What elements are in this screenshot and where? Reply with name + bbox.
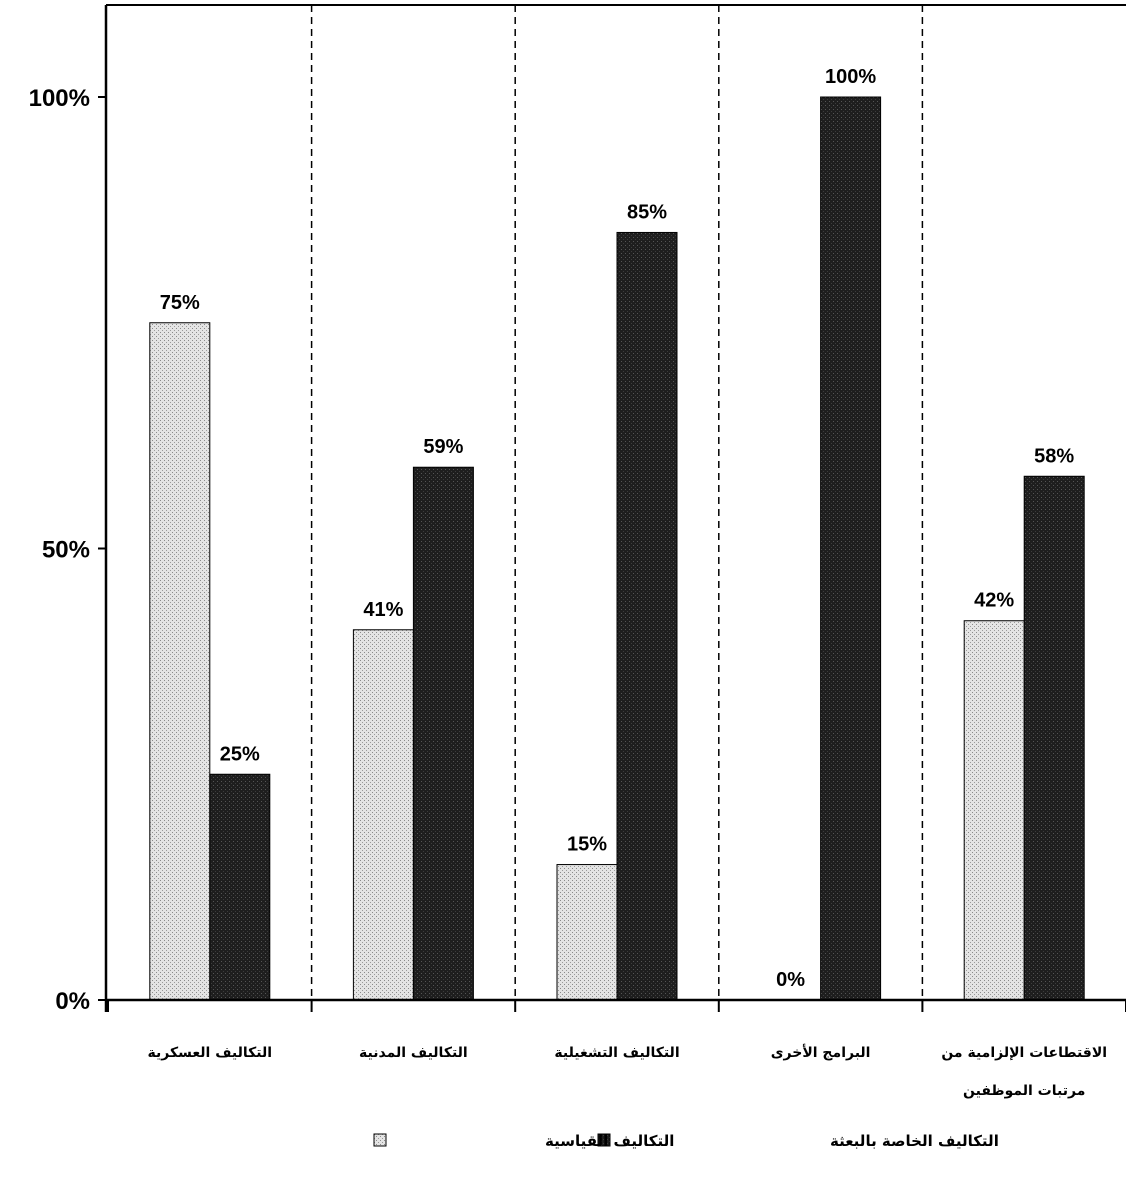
data-label: 41% xyxy=(363,599,403,621)
data-label: 75% xyxy=(160,292,200,314)
bar-standard-costs xyxy=(963,620,1025,1001)
data-label: 85% xyxy=(627,201,667,223)
x-category-label: البرامج الأخرى xyxy=(771,1044,871,1061)
data-label: 100% xyxy=(825,66,876,88)
y-tick-label: 0% xyxy=(55,988,90,1015)
bar-standard-costs xyxy=(149,322,211,1001)
bars xyxy=(149,96,1085,1001)
legend-label-mission: التكاليف الخاصة بالبعثة xyxy=(830,1132,999,1150)
bar-mission-specific-costs xyxy=(820,96,882,1001)
legend-label-standard: التكاليف القياسية xyxy=(545,1132,674,1150)
data-label: 59% xyxy=(423,436,463,458)
category-separators xyxy=(310,5,924,1000)
bar-mission-specific-costs xyxy=(1023,475,1085,1001)
data-label: 25% xyxy=(220,743,260,765)
data-labels: 75% 41% 15% 0% 42% 25% 59% 85% 100% 58% xyxy=(160,66,1075,991)
data-label: 0% xyxy=(776,969,805,991)
legend-swatch-mission xyxy=(597,1133,611,1147)
y-tick-label: 100% xyxy=(29,85,90,112)
axes: 0% 50% 100% التكاليف العسكرية التكاليف المدن… xyxy=(29,5,1126,1099)
data-label: 42% xyxy=(974,590,1014,612)
data-label: 15% xyxy=(567,834,607,856)
bar-standard-costs xyxy=(352,629,414,1001)
x-category-label: الاقتطاعات الإلزامية من xyxy=(941,1045,1107,1061)
bar-mission-specific-costs xyxy=(209,773,271,1001)
bar-mission-specific-costs xyxy=(412,466,474,1001)
legend-swatch-standard xyxy=(373,1133,387,1147)
x-category-label: التكاليف المدنية xyxy=(359,1045,468,1061)
data-label: 58% xyxy=(1034,445,1074,467)
legend: التكاليف الخاصة بالبعثة التكاليف القياسية xyxy=(373,1132,999,1150)
x-category-label: مرتبات الموظفين xyxy=(963,1083,1085,1099)
y-tick-label: 50% xyxy=(42,537,90,564)
x-category-label: التكاليف العسكرية xyxy=(148,1045,273,1061)
bar-standard-costs xyxy=(556,864,618,1001)
x-category-label: التكاليف التشغيلية xyxy=(554,1045,679,1061)
bar-mission-specific-costs xyxy=(616,231,678,1001)
